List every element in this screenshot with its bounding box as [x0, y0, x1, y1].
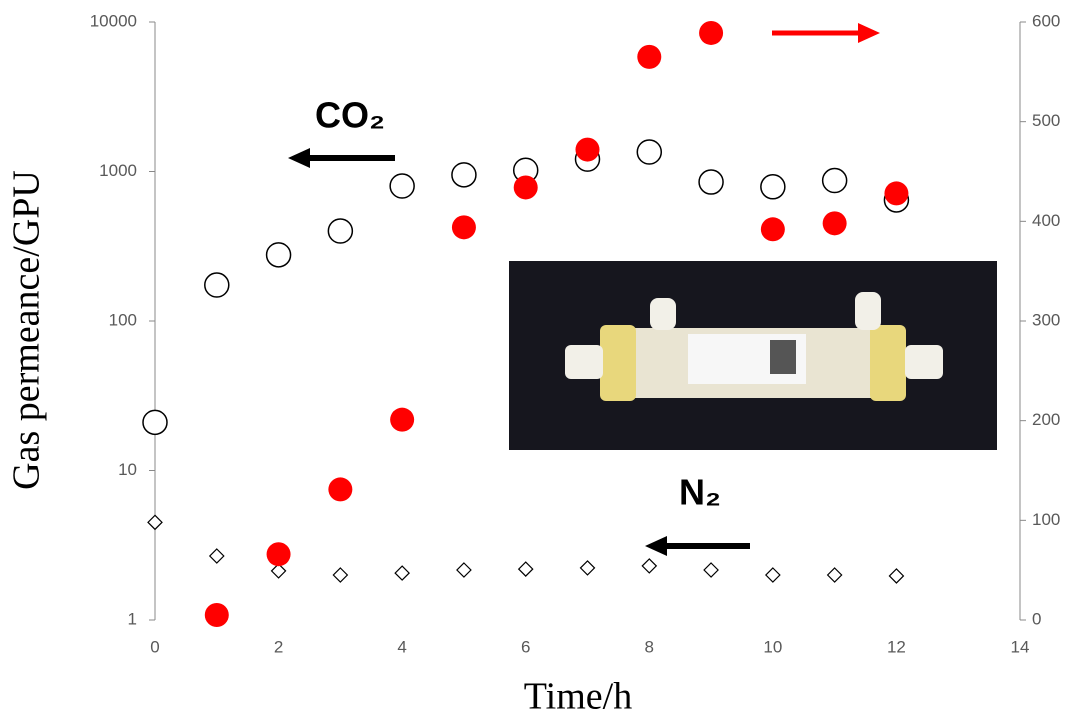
diamond-point [519, 562, 533, 576]
open-point [328, 219, 352, 243]
x-tick-label: 8 [645, 637, 654, 656]
n2-annotation: N₂ [679, 472, 721, 513]
y2-tick-label: 400 [1032, 211, 1060, 230]
x-tick-label: 6 [521, 637, 530, 656]
module-photo [509, 261, 997, 450]
open-point [143, 410, 167, 434]
x-tick-label: 0 [150, 637, 159, 656]
filled-point [699, 21, 723, 45]
diamond-point [642, 559, 656, 573]
filled-point [452, 215, 476, 239]
filled-point [637, 45, 661, 69]
open-point [823, 169, 847, 193]
open-point [699, 170, 723, 194]
y2-tick-label: 600 [1032, 11, 1060, 30]
filled-point [884, 181, 908, 205]
chart: Time/h Gas permeance/GPU CO₂ N₂ 02468101… [0, 0, 1072, 726]
open-point [390, 174, 414, 198]
y-tick-label: 10 [118, 460, 137, 479]
y-axis-title: Gas permeance/GPU [6, 170, 48, 490]
diamond-point [210, 549, 224, 563]
y2-tick-label: 300 [1032, 310, 1060, 329]
y2-tick-label: 200 [1032, 410, 1060, 429]
filled-point [576, 138, 600, 162]
filled-point [328, 477, 352, 501]
diamond-point [457, 563, 471, 577]
y-tick-label: 10000 [90, 11, 137, 30]
open-point [452, 163, 476, 187]
x-tick-label: 4 [397, 637, 406, 656]
y2-tick-label: 0 [1032, 609, 1041, 628]
co2-annotation: CO₂ [315, 95, 385, 136]
diamond-point [395, 566, 409, 580]
open-point [205, 273, 229, 297]
x-axis-title: Time/h [524, 676, 632, 718]
filled-point [205, 603, 229, 627]
open-point [267, 243, 291, 267]
diamond-point [704, 563, 718, 577]
y-tick-label: 1000 [99, 161, 137, 180]
filled-point [823, 211, 847, 235]
filled-point [267, 542, 291, 566]
y2-tick-label: 500 [1032, 111, 1060, 130]
diamond-point [333, 568, 347, 582]
filled-point [390, 408, 414, 432]
open-point [637, 140, 661, 164]
x-tick-label: 12 [887, 637, 906, 656]
diamond-point [766, 568, 780, 582]
filled-point [761, 217, 785, 241]
y2-tick-label: 100 [1032, 510, 1060, 529]
diamond-point [889, 569, 903, 583]
diamond-point [148, 515, 162, 529]
filled-point [514, 175, 538, 199]
diamond-point [581, 561, 595, 575]
y-tick-label: 100 [109, 310, 137, 329]
y-tick-label: 1 [128, 609, 137, 628]
open-point [761, 175, 785, 199]
x-tick-label: 2 [274, 637, 283, 656]
diamond-point [828, 568, 842, 582]
x-tick-label: 10 [763, 637, 782, 656]
x-tick-label: 14 [1011, 637, 1030, 656]
